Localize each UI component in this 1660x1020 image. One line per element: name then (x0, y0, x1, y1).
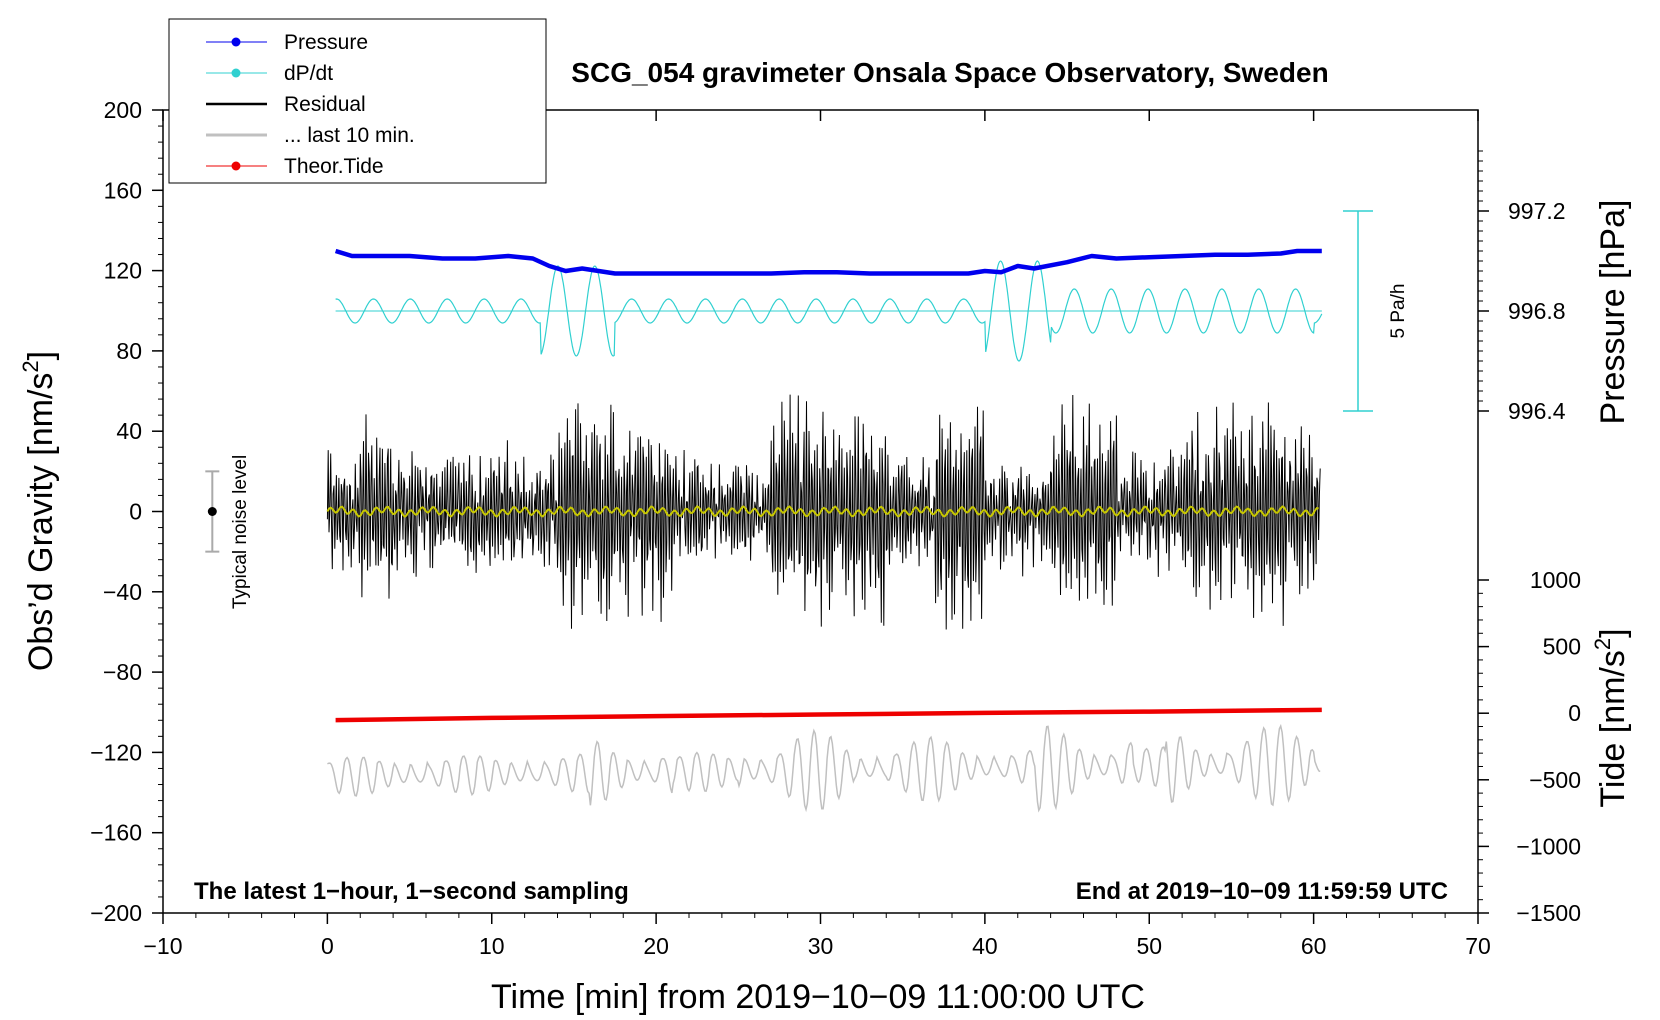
last-10-min-line (327, 723, 1321, 813)
legend-item: Pressure (206, 31, 368, 54)
residual-line (326, 394, 1321, 630)
y-tick-label: 40 (116, 418, 142, 444)
rate-scale-bar (1343, 210, 1373, 412)
x-tick-label: 40 (972, 933, 998, 959)
residual-smoothed-path (326, 505, 1319, 518)
tide-axis-ticks: −1500 −1000 −500 0 500 1000 (1478, 567, 1581, 926)
noise-level-label: Typical noise level (230, 455, 251, 609)
y-tick-label: 0 (129, 499, 142, 525)
y-tick-label: 160 (104, 177, 142, 203)
pressure-axis-ticks: 996.4 996.8 997.2 (1478, 150, 1566, 424)
noise-level-indicator (205, 470, 220, 553)
y-tick-label: −40 (103, 579, 142, 605)
y-axis-title: Obs’d Gravity [nm/s2] (18, 351, 60, 671)
legend-item: Theor.Tide (206, 155, 384, 178)
tide-tick-label: −1500 (1516, 900, 1581, 926)
tide-tick-label: 0 (1568, 700, 1581, 726)
theor-tide-line (335, 707, 1322, 723)
noise-bar-center-dot (207, 507, 217, 516)
legend-label: Pressure (284, 31, 368, 54)
dpdt-line (335, 260, 1323, 362)
end-time-note: End at 2019−10−09 11:59:59 UTC (1076, 878, 1448, 905)
y-tick-label: 120 (104, 258, 142, 284)
x-axis-title: Time [min] from 2019−10−09 11:00:00 UTC (491, 978, 1145, 1016)
pressure-tick-label: 996.8 (1508, 298, 1566, 324)
x-tick-label: 20 (643, 933, 669, 959)
residual-series (326, 394, 1321, 630)
legend-item: dP/dt (206, 62, 333, 85)
x-tick-label: 60 (1301, 933, 1327, 959)
legend-label: Theor.Tide (284, 155, 384, 178)
legend-box (168, 18, 547, 184)
rate-scale-label: 5 Pa/h (1388, 284, 1409, 339)
x-tick-label: 70 (1465, 933, 1491, 959)
pressure-series (334, 248, 1322, 276)
x-axis-ticks: −10 0 10 20 30 40 50 60 70 (143, 110, 1491, 959)
pressure-line (334, 248, 1322, 276)
tide-tick-label: 500 (1543, 634, 1581, 660)
y-tick-label: −80 (103, 659, 142, 685)
y-axis-ticks: −200 −160 −120 −80 −40 0 40 80 120 160 200 (90, 97, 163, 926)
legend-swatch-marker (231, 68, 241, 78)
legend: Pressure dP/dt Residual ... last 10 min. The… (168, 18, 547, 184)
residual-smoothed-line (326, 505, 1319, 518)
pressure-axis-title: Pressure [hPa] (1594, 200, 1632, 425)
legend-item: Residual (206, 93, 366, 116)
pressure-tick-label: 996.4 (1508, 398, 1566, 424)
last-10-min-series (327, 723, 1321, 813)
legend-swatch-marker (231, 161, 241, 171)
tide-tick-label: −500 (1529, 767, 1581, 793)
legend-label: dP/dt (284, 62, 333, 85)
y-tick-label: −200 (90, 900, 142, 926)
legend-label: Residual (284, 93, 366, 116)
legend-label: ... last 10 min. (284, 124, 415, 147)
x-tick-label: 10 (479, 933, 505, 959)
tide-tick-label: −1000 (1516, 833, 1581, 859)
y-tick-label: −120 (90, 739, 142, 765)
x-tick-label: 50 (1136, 933, 1162, 959)
sampling-note: The latest 1−hour, 1−second sampling (194, 878, 629, 905)
x-tick-label: −10 (143, 933, 182, 959)
dpdt-series (335, 260, 1323, 362)
chart-title: SCG_054 gravimeter Onsala Space Observat… (571, 57, 1328, 88)
x-tick-label: 0 (321, 933, 334, 959)
pressure-tick-label: 997.2 (1508, 198, 1566, 224)
y-tick-label: −160 (90, 820, 142, 846)
legend-swatch-marker (231, 37, 241, 47)
tide-axis-title: Tide [nm/s2] (1590, 628, 1632, 807)
tide-tick-label: 1000 (1530, 567, 1581, 593)
legend-item: ... last 10 min. (206, 124, 415, 147)
y-tick-label: 200 (104, 97, 142, 123)
theor-tide-series (335, 707, 1322, 723)
y-tick-label: 80 (116, 338, 142, 364)
x-tick-label: 30 (808, 933, 834, 959)
